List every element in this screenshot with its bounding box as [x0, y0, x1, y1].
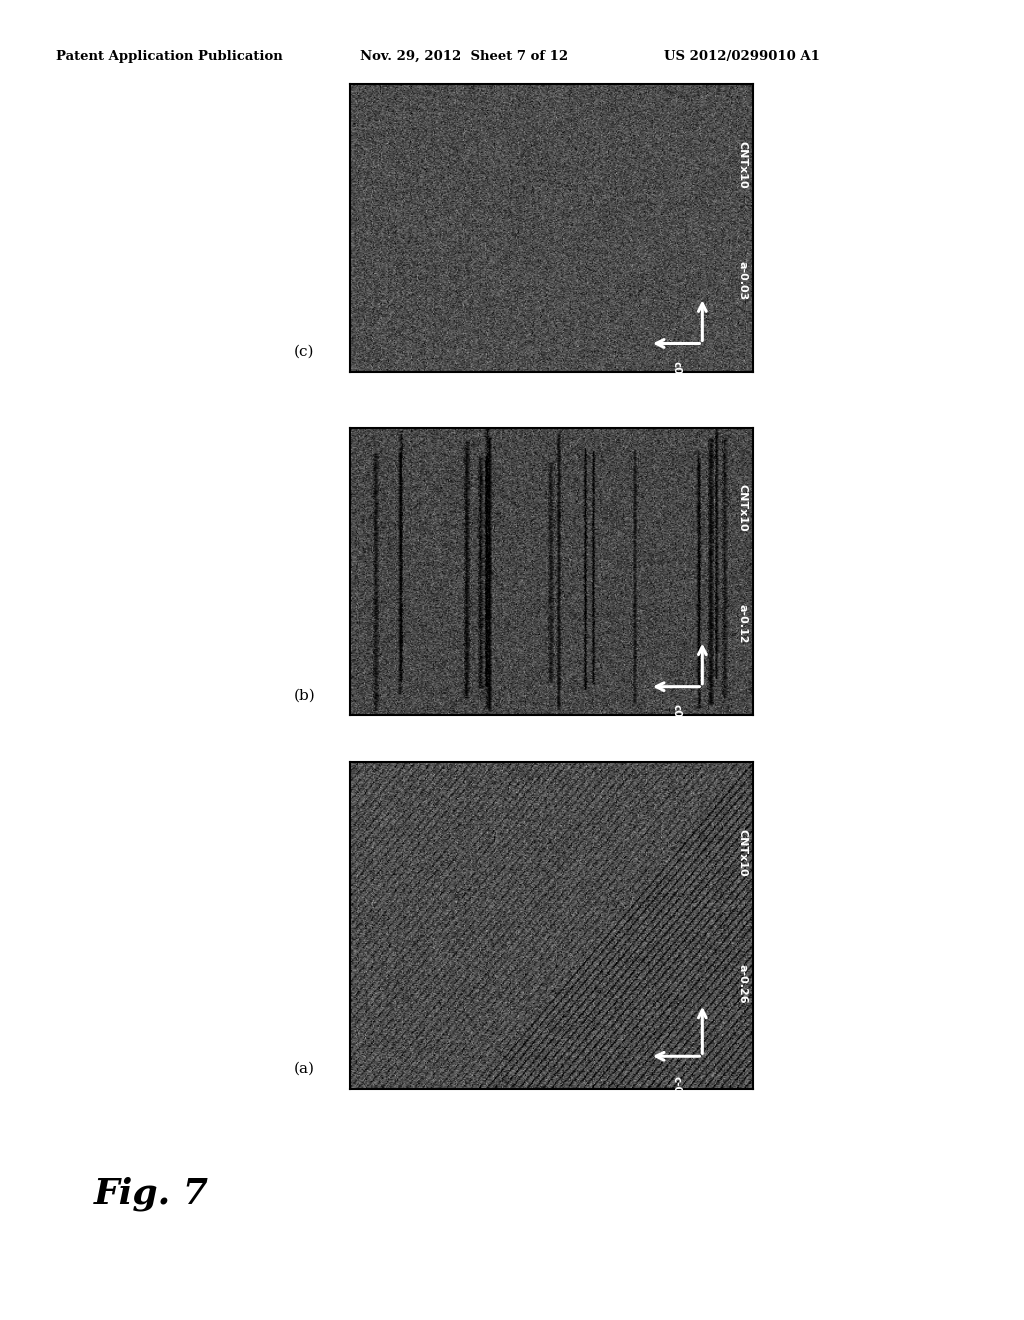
Text: (c): (c): [294, 345, 314, 359]
Text: CNTx10: CNTx10: [737, 141, 748, 189]
Text: a-0.12: a-0.12: [737, 603, 748, 643]
Text: a-0.26: a-0.26: [737, 965, 748, 1005]
Text: CNTx10: CNTx10: [737, 829, 748, 876]
Text: Fig. 7: Fig. 7: [94, 1176, 209, 1210]
Text: c0.11: c0.11: [671, 360, 681, 393]
Text: Patent Application Publication: Patent Application Publication: [56, 50, 283, 63]
Text: c-0.40: c-0.40: [671, 1076, 681, 1113]
Text: (b): (b): [293, 688, 315, 702]
Text: CNTx10: CNTx10: [737, 484, 748, 532]
Text: Nov. 29, 2012  Sheet 7 of 12: Nov. 29, 2012 Sheet 7 of 12: [360, 50, 568, 63]
Text: a-0.03: a-0.03: [737, 260, 748, 300]
Text: c0.14: c0.14: [671, 704, 681, 737]
Text: (a): (a): [294, 1061, 314, 1076]
Text: US 2012/0299010 A1: US 2012/0299010 A1: [664, 50, 819, 63]
